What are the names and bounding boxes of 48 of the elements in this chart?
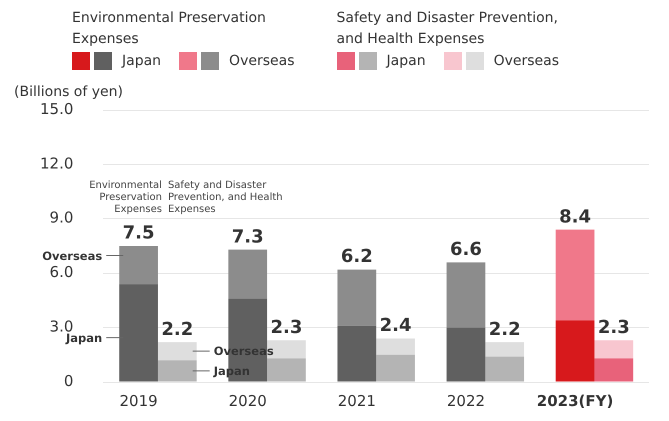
bar bbox=[158, 342, 197, 360]
y-tick-label: 12.0 bbox=[40, 154, 74, 172]
text: Environmental Preservation Expenses bbox=[72, 9, 267, 49]
bar bbox=[556, 230, 594, 320]
y-axis-title: (Billions of yen) bbox=[14, 84, 123, 100]
y-tick-label: 0 bbox=[64, 372, 74, 390]
bar bbox=[267, 358, 306, 382]
total-label: 8.4 bbox=[559, 206, 592, 228]
bar bbox=[337, 326, 376, 382]
total-label: 6.2 bbox=[340, 246, 373, 268]
bar bbox=[556, 320, 594, 382]
text: Safety and Disaster Prevention, and Health Expenses bbox=[336, 9, 559, 49]
text: Overseas bbox=[42, 248, 102, 263]
x-tick-label: 2021 bbox=[338, 392, 376, 410]
bar bbox=[158, 360, 197, 382]
total-label: 7.3 bbox=[232, 226, 264, 248]
legend-label: Japan bbox=[122, 53, 162, 69]
legend-label: Overseas bbox=[494, 53, 560, 69]
bar bbox=[594, 358, 634, 382]
x-tick-label: 2020 bbox=[228, 392, 267, 410]
total-label: 2.4 bbox=[380, 315, 412, 336]
y-tick-label: 9.0 bbox=[50, 208, 74, 227]
bar bbox=[376, 338, 415, 355]
bar bbox=[446, 262, 486, 328]
total-label: 2.2 bbox=[161, 318, 194, 340]
y-tick-label: 6.0 bbox=[50, 263, 74, 282]
total-label: 2.3 bbox=[270, 316, 302, 338]
total-label: 7.5 bbox=[122, 222, 155, 244]
total-label: 6.6 bbox=[450, 238, 482, 260]
legend-label: Overseas bbox=[229, 53, 295, 69]
legend-label: Japan bbox=[386, 53, 426, 69]
x-tick-label: 2019 bbox=[119, 392, 158, 410]
bar bbox=[376, 354, 415, 382]
bar bbox=[337, 270, 376, 326]
bar bbox=[228, 250, 268, 299]
x-tick-label: 2023(FY) bbox=[536, 392, 614, 410]
text: Japan bbox=[66, 330, 102, 345]
bar bbox=[594, 340, 634, 358]
y-tick-label: 15.0 bbox=[40, 100, 74, 118]
annotation: Environmental Preservation Expenses bbox=[89, 180, 162, 215]
bar bbox=[485, 356, 524, 382]
x-tick-label: 2022 bbox=[446, 392, 486, 410]
total-label: 2.2 bbox=[488, 318, 521, 340]
total-label: 2.3 bbox=[598, 316, 630, 338]
annotation: Safety and Disaster Prevention, and Health Expenses bbox=[168, 180, 284, 216]
bar bbox=[446, 328, 486, 382]
bar bbox=[485, 342, 524, 357]
bar bbox=[119, 246, 158, 284]
